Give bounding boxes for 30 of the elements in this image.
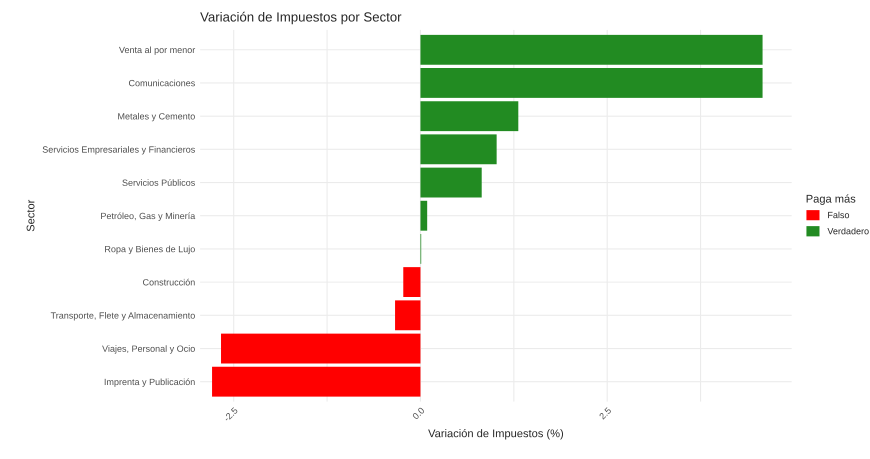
legend-label: Verdadero bbox=[827, 228, 869, 234]
y-tick-label: Venta al por menor bbox=[119, 46, 196, 55]
y-tick-label: Transporte, Flete y Almacenamiento bbox=[50, 312, 195, 320]
y-tick-label: Comunicaciones bbox=[128, 80, 195, 86]
x-axis-title: Variación de Impuestos (%) bbox=[428, 428, 564, 440]
bar bbox=[420, 200, 428, 231]
y-tick-label: Servicios Empresariales y Financieros bbox=[42, 146, 195, 154]
bar bbox=[395, 300, 420, 330]
bar bbox=[420, 34, 763, 65]
x-tick-label: 0.0 bbox=[412, 406, 425, 420]
bar bbox=[420, 134, 497, 164]
y-tick-label: Metales y Cemento bbox=[118, 112, 195, 122]
y-tick-label: Ropa y Bienes de Lujo bbox=[105, 246, 195, 254]
y-tick-label: Petróleo, Gas y Minería bbox=[101, 212, 196, 221]
legend-label: Falso bbox=[828, 212, 850, 218]
y-axis-title: Sector bbox=[26, 200, 34, 232]
bar bbox=[403, 267, 420, 298]
bar bbox=[221, 334, 420, 364]
bar bbox=[420, 101, 518, 132]
y-tick-label: Viajes, Personal y Ocio bbox=[102, 345, 195, 354]
y-tick-label: Imprenta y Publicación bbox=[104, 378, 195, 387]
x-tick-label: -2.5 bbox=[223, 406, 238, 422]
x-tick-label: 2.5 bbox=[598, 406, 612, 420]
bar bbox=[212, 366, 420, 397]
y-tick-label: Construcción bbox=[143, 278, 195, 286]
bar bbox=[420, 168, 482, 198]
chart-title: Variación de Impuestos por Sector bbox=[200, 12, 402, 24]
legend-title: Paga más bbox=[806, 194, 856, 205]
y-tick-label: Servicios Públicos bbox=[122, 179, 195, 186]
bar bbox=[420, 68, 763, 98]
